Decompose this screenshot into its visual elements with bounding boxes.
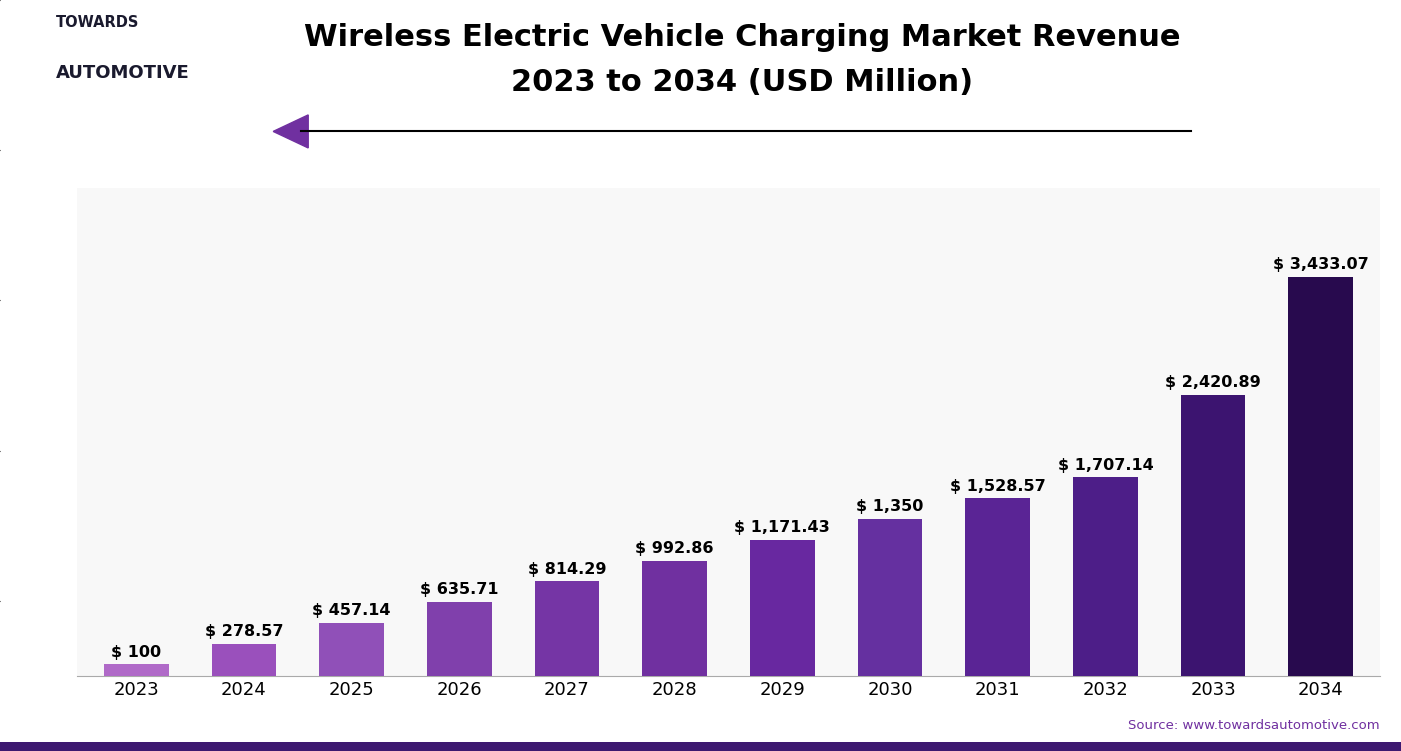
- Text: $ 2,420.89: $ 2,420.89: [1166, 375, 1261, 390]
- Text: $ 1,707.14: $ 1,707.14: [1058, 458, 1153, 473]
- Polygon shape: [273, 115, 308, 148]
- Text: $ 1,528.57: $ 1,528.57: [950, 478, 1045, 493]
- Bar: [857, 519, 922, 676]
- Text: TOWARDS: TOWARDS: [56, 15, 140, 30]
- Bar: [750, 540, 814, 676]
- Bar: [1181, 394, 1245, 676]
- Text: $ 1,171.43: $ 1,171.43: [734, 520, 831, 535]
- Text: $ 814.29: $ 814.29: [528, 562, 607, 577]
- Text: $ 457.14: $ 457.14: [312, 603, 391, 618]
- Text: $ 278.57: $ 278.57: [205, 624, 283, 639]
- Bar: [104, 665, 168, 676]
- Text: $ 635.71: $ 635.71: [420, 582, 499, 597]
- Text: $ 992.86: $ 992.86: [636, 541, 715, 556]
- Text: Wireless Electric Vehicle Charging Market Revenue: Wireless Electric Vehicle Charging Marke…: [304, 23, 1181, 52]
- Bar: [965, 498, 1030, 676]
- Bar: [212, 644, 276, 676]
- Text: 2023 to 2034 (USD Million): 2023 to 2034 (USD Million): [511, 68, 974, 97]
- Bar: [643, 560, 708, 676]
- Bar: [1073, 478, 1138, 676]
- Text: AUTOMOTIVE: AUTOMOTIVE: [56, 64, 189, 82]
- Text: Source: www.towardsautomotive.com: Source: www.towardsautomotive.com: [1128, 719, 1380, 732]
- Text: $ 100: $ 100: [111, 644, 161, 659]
- Bar: [1289, 277, 1353, 676]
- Text: $ 1,350: $ 1,350: [856, 499, 923, 514]
- Text: $ 3,433.07: $ 3,433.07: [1274, 258, 1369, 273]
- Bar: [535, 581, 600, 676]
- Bar: [427, 602, 492, 676]
- Bar: [319, 623, 384, 676]
